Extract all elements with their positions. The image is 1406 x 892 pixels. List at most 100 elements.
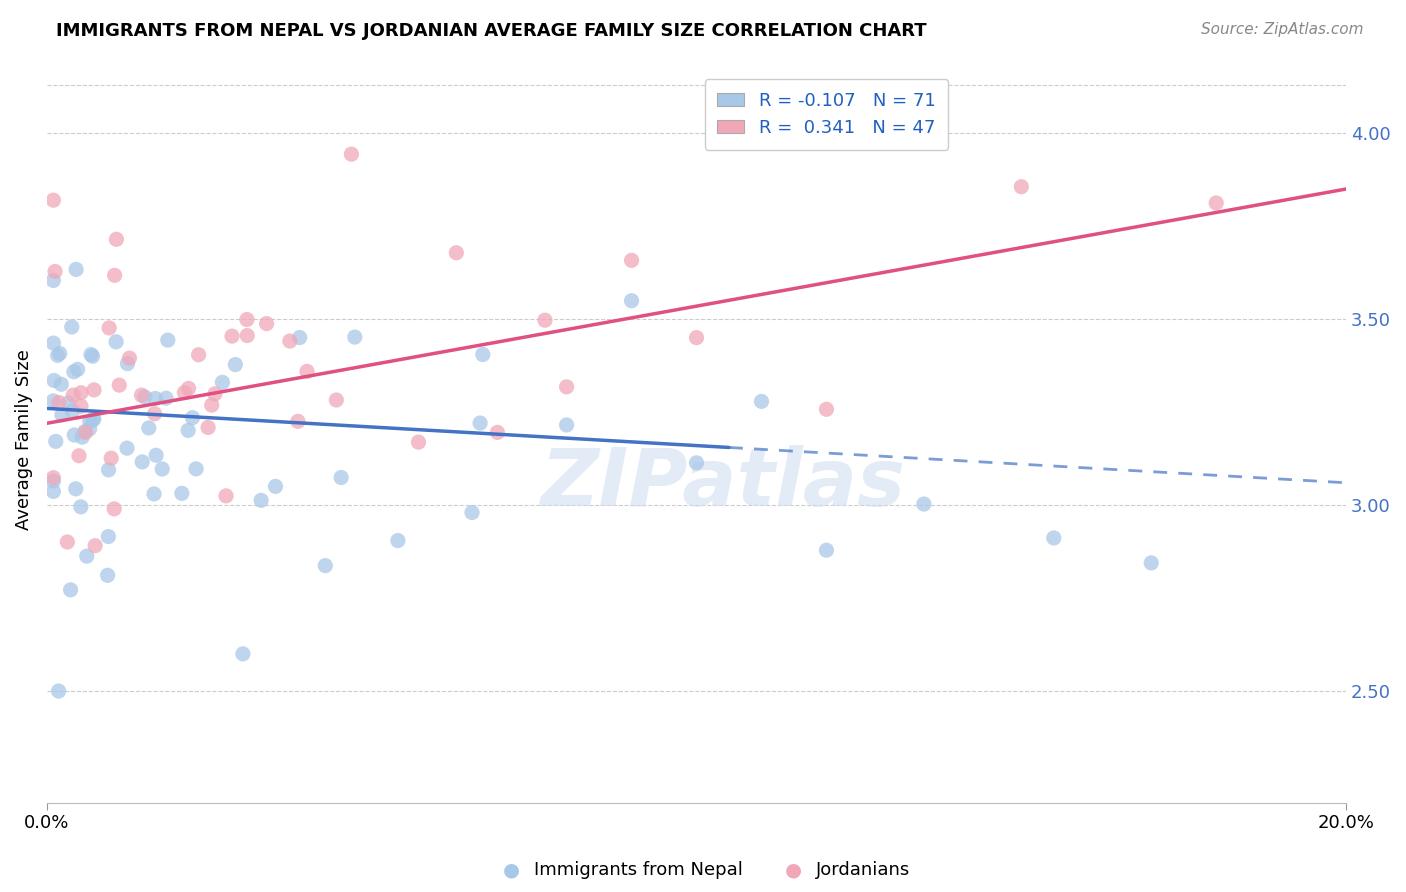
Point	[48, 684, 70, 698]
Point	[63, 428, 86, 442]
Point	[62, 388, 84, 402]
Point	[250, 493, 273, 508]
Point	[45, 434, 67, 449]
Point	[83, 383, 105, 397]
Point	[48, 395, 70, 409]
Y-axis label: Average Family Size: Average Family Size	[15, 350, 32, 531]
Point	[42, 471, 65, 485]
Point	[73, 425, 96, 439]
Point	[42, 193, 65, 207]
Point	[65, 262, 87, 277]
Point	[70, 385, 93, 400]
Point	[287, 414, 309, 428]
Point	[256, 317, 278, 331]
Point	[104, 268, 127, 283]
Point	[177, 423, 200, 437]
Point	[42, 474, 65, 488]
Point	[59, 582, 82, 597]
Point	[314, 558, 336, 573]
Point	[63, 365, 86, 379]
Point	[51, 377, 73, 392]
Point	[131, 388, 153, 402]
Point	[330, 470, 353, 484]
Text: IMMIGRANTS FROM NEPAL VS JORDANIAN AVERAGE FAMILY SIZE CORRELATION CHART: IMMIGRANTS FROM NEPAL VS JORDANIAN AVERA…	[56, 22, 927, 40]
Point	[100, 451, 122, 466]
Point	[232, 647, 254, 661]
Point	[184, 462, 207, 476]
Point	[82, 413, 104, 427]
Point	[555, 380, 578, 394]
Point	[105, 232, 128, 246]
Point	[204, 387, 226, 401]
Point	[62, 404, 84, 418]
Text: Immigrants from Nepal: Immigrants from Nepal	[534, 861, 744, 879]
Point	[70, 430, 93, 444]
Point	[79, 414, 101, 428]
Point	[67, 449, 90, 463]
Point	[115, 441, 138, 455]
Point	[751, 394, 773, 409]
Point	[105, 334, 128, 349]
Point	[295, 364, 318, 378]
Point	[44, 264, 66, 278]
Point	[620, 293, 643, 308]
Point	[42, 374, 65, 388]
Point	[60, 320, 83, 334]
Point	[134, 390, 156, 404]
Point	[215, 489, 238, 503]
Point	[42, 484, 65, 499]
Point	[236, 312, 259, 326]
Point	[1205, 196, 1227, 211]
Point	[80, 347, 103, 361]
Point	[143, 407, 166, 421]
Point	[486, 425, 509, 440]
Point	[534, 313, 557, 327]
Point	[84, 539, 107, 553]
Point	[201, 398, 224, 412]
Point	[343, 330, 366, 344]
Point	[221, 329, 243, 343]
Point	[48, 346, 70, 360]
Point	[56, 535, 79, 549]
Point	[76, 549, 98, 563]
Point	[224, 358, 246, 372]
Point	[79, 422, 101, 436]
Point	[912, 497, 935, 511]
Point	[156, 333, 179, 347]
Point	[118, 351, 141, 365]
Point	[620, 253, 643, 268]
Point	[288, 330, 311, 344]
Point	[138, 421, 160, 435]
Point	[51, 408, 73, 422]
Point	[408, 435, 430, 450]
Point	[103, 501, 125, 516]
Point	[42, 393, 65, 408]
Point	[83, 411, 105, 425]
Point	[82, 349, 104, 363]
Point	[555, 417, 578, 432]
Point	[264, 479, 287, 493]
Point	[75, 425, 97, 440]
Point	[1010, 179, 1032, 194]
Point	[187, 348, 209, 362]
Point	[150, 462, 173, 476]
Point	[815, 402, 838, 417]
Legend: R = -0.107   N = 71, R =  0.341   N = 47: R = -0.107 N = 71, R = 0.341 N = 47	[704, 79, 948, 150]
Point	[211, 376, 233, 390]
Point	[108, 378, 131, 392]
Point	[58, 396, 80, 410]
Point	[177, 381, 200, 395]
Point	[117, 357, 139, 371]
Point	[173, 385, 195, 400]
Text: Source: ZipAtlas.com: Source: ZipAtlas.com	[1201, 22, 1364, 37]
Point	[46, 348, 69, 362]
Point	[685, 456, 707, 470]
Point	[70, 399, 93, 413]
Point	[471, 347, 494, 361]
Point	[98, 321, 121, 335]
Point	[685, 331, 707, 345]
Point	[97, 463, 120, 477]
Point	[131, 455, 153, 469]
Text: Jordanians: Jordanians	[815, 861, 910, 879]
Point	[815, 543, 838, 558]
